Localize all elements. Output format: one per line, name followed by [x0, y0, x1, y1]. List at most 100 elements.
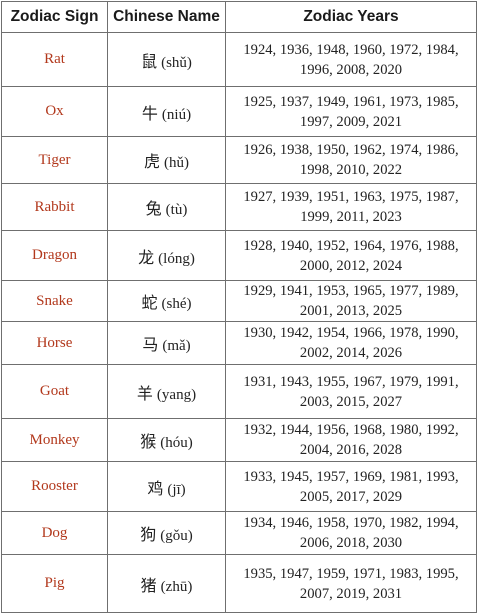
zodiac-years-cell: 1930, 1942, 1954, 1966, 1978, 1990, 2002,… — [225, 321, 477, 365]
zodiac-sign-cell: Rabbit — [1, 183, 108, 231]
header-chinese-name: Chinese Name — [107, 1, 226, 33]
chinese-name-cell: 兔 (tù) — [107, 183, 226, 231]
hanzi-character: 狗 — [140, 525, 157, 544]
zodiac-years-cell: 1929, 1941, 1953, 1965, 1977, 1989, 2001,… — [225, 280, 477, 322]
table-row: Dog 狗 (gǒu) 1934, 1946, 1958, 1970, 1982, 1… — [1, 511, 477, 555]
table-row: Ox 牛 (niú) 1925, 1937, 1949, 1961, 1973, 19… — [1, 86, 477, 137]
hanzi-character: 虎 — [143, 152, 160, 171]
years-line-1: 1935, 1947, 1959, 1971, 1983, 1995, — [243, 565, 459, 582]
years-line-2: 2004, 2016, 2028 — [299, 442, 403, 458]
zodiac-years-cell: 1935, 1947, 1959, 1971, 1983, 1995, 2007,… — [225, 554, 477, 613]
zodiac-sign-cell: Dog — [1, 511, 108, 555]
table-body: Rat 鼠 (shǔ) 1924, 1936, 1948, 1960, 1972, 1… — [1, 32, 477, 613]
pinyin-text: (jī) — [167, 481, 186, 498]
table-row: Goat 羊 (yang) 1931, 1943, 1955, 1967, 1979,… — [1, 364, 477, 419]
hanzi-character: 羊 — [136, 383, 153, 403]
zodiac-sign-cell: Pig — [1, 554, 108, 613]
years-line-2: 2002, 2014, 2026 — [299, 345, 403, 361]
years-line-1: 1931, 1943, 1955, 1967, 1979, 1991, — [243, 373, 459, 390]
years-line-2: 2003, 2015, 2027 — [299, 393, 403, 410]
zodiac-sign-cell: Horse — [1, 321, 108, 365]
chinese-name-cell: 羊 (yang) — [107, 364, 226, 419]
zodiac-years-cell: 1928, 1940, 1952, 1964, 1976, 1988, 2000,… — [225, 230, 477, 281]
years-line-1: 1927, 1939, 1951, 1963, 1975, 1987, — [243, 189, 459, 205]
years-line-2: 1997, 2009, 2021 — [299, 113, 403, 130]
pinyin-text: (zhū) — [160, 578, 193, 595]
years-line-2: 2005, 2017, 2029 — [299, 488, 403, 505]
years-line-1: 1930, 1942, 1954, 1966, 1978, 1990, — [243, 325, 459, 341]
chinese-name-cell: 牛 (niú) — [107, 86, 226, 137]
header-zodiac-sign: Zodiac Sign — [1, 1, 108, 33]
zodiac-sign-cell: Dragon — [1, 230, 108, 281]
years-line-2: 2000, 2012, 2024 — [299, 257, 403, 274]
chinese-name-cell: 猪 (zhū) — [107, 554, 226, 613]
hanzi-character: 马 — [142, 335, 159, 354]
table-row: Tiger 虎 (hǔ) 1926, 1938, 1950, 1962, 1974, … — [1, 136, 477, 184]
hanzi-character: 猴 — [140, 432, 157, 451]
zodiac-years-cell: 1927, 1939, 1951, 1963, 1975, 1987, 1999,… — [225, 183, 477, 231]
chinese-name-cell: 龙 (lóng) — [107, 230, 226, 281]
zodiac-sign-cell: Goat — [1, 364, 108, 419]
hanzi-character: 龙 — [138, 247, 155, 267]
years-line-2: 2006, 2018, 2030 — [299, 535, 403, 551]
years-line-1: 1925, 1937, 1949, 1961, 1973, 1985, — [243, 93, 459, 110]
years-line-2: 1999, 2011, 2023 — [300, 209, 402, 225]
table-row: Rabbit 兔 (tù) 1927, 1939, 1951, 1963, 1975,… — [1, 183, 477, 231]
table-row: Pig 猪 (zhū) 1935, 1947, 1959, 1971, 1983, 1… — [1, 554, 477, 613]
pinyin-text: (mǎ) — [162, 338, 191, 354]
table-row: Rat 鼠 (shǔ) 1924, 1936, 1948, 1960, 1972, 1… — [1, 32, 477, 87]
zodiac-years-cell: 1932, 1944, 1956, 1968, 1980, 1992, 2004,… — [225, 418, 477, 462]
zodiac-years-cell: 1933, 1945, 1957, 1969, 1981, 1993, 2005,… — [225, 461, 477, 512]
pinyin-text: (lóng) — [158, 250, 195, 267]
zodiac-years-cell: 1926, 1938, 1950, 1962, 1974, 1986, 1998,… — [225, 136, 477, 184]
chinese-name-cell: 马 (mǎ) — [107, 321, 226, 365]
zodiac-years-cell: 1925, 1937, 1949, 1961, 1973, 1985, 1997,… — [225, 86, 477, 137]
pinyin-text: (gǒu) — [160, 528, 193, 544]
zodiac-sign-cell: Monkey — [1, 418, 108, 462]
pinyin-text: (shǔ) — [161, 54, 192, 71]
zodiac-sign-cell: Tiger — [1, 136, 108, 184]
header-row: Zodiac Sign Chinese Name Zodiac Years — [1, 1, 477, 33]
pinyin-text: (tù) — [165, 202, 188, 218]
zodiac-years-cell: 1924, 1936, 1948, 1960, 1972, 1984, 1996,… — [225, 32, 477, 87]
pinyin-text: (yang) — [156, 386, 197, 403]
zodiac-sign-cell: Ox — [1, 86, 108, 137]
years-line-1: 1929, 1941, 1953, 1965, 1977, 1989, — [243, 283, 459, 299]
header-zodiac-years: Zodiac Years — [225, 1, 477, 33]
years-line-1: 1933, 1945, 1957, 1969, 1981, 1993, — [243, 468, 459, 485]
pinyin-text: (shé) — [161, 296, 192, 312]
chinese-name-cell: 鸡 (jī) — [107, 461, 226, 512]
table-row: Snake 蛇 (shé) 1929, 1941, 1953, 1965, 1977,… — [1, 280, 477, 322]
chinese-name-cell: 虎 (hǔ) — [107, 136, 226, 184]
years-line-2: 2001, 2013, 2025 — [299, 303, 403, 319]
zodiac-years-cell: 1931, 1943, 1955, 1967, 1979, 1991, 2003,… — [225, 364, 477, 419]
pinyin-text: (hóu) — [160, 435, 193, 451]
hanzi-character: 鸡 — [147, 478, 164, 498]
years-line-1: 1924, 1936, 1948, 1960, 1972, 1984, — [243, 41, 459, 58]
table-row: Horse 马 (mǎ) 1930, 1942, 1954, 1966, 1978, … — [1, 321, 477, 365]
chinese-name-cell: 狗 (gǒu) — [107, 511, 226, 555]
zodiac-years-cell: 1934, 1946, 1958, 1970, 1982, 1994, 2006,… — [225, 511, 477, 555]
years-line-1: 1928, 1940, 1952, 1964, 1976, 1988, — [243, 237, 459, 254]
chinese-name-cell: 猴 (hóu) — [107, 418, 226, 462]
zodiac-sign-cell: Rat — [1, 32, 108, 87]
hanzi-character: 牛 — [141, 103, 158, 123]
pinyin-text: (hǔ) — [164, 155, 189, 171]
hanzi-character: 兔 — [145, 199, 162, 218]
years-line-1: 1934, 1946, 1958, 1970, 1982, 1994, — [243, 515, 459, 531]
table-row: Dragon 龙 (lóng) 1928, 1940, 1952, 1964, 197… — [1, 230, 477, 281]
hanzi-character: 鼠 — [141, 51, 158, 71]
years-line-2: 1998, 2010, 2022 — [299, 162, 403, 178]
hanzi-character: 蛇 — [141, 293, 158, 312]
years-line-2: 2007, 2019, 2031 — [299, 585, 403, 602]
years-line-2: 1996, 2008, 2020 — [299, 61, 403, 78]
years-line-1: 1926, 1938, 1950, 1962, 1974, 1986, — [243, 142, 459, 158]
hanzi-character: 猪 — [140, 575, 157, 595]
years-line-1: 1932, 1944, 1956, 1968, 1980, 1992, — [243, 422, 459, 438]
zodiac-sign-cell: Rooster — [1, 461, 108, 512]
chinese-name-cell: 蛇 (shé) — [107, 280, 226, 322]
zodiac-sign-cell: Snake — [1, 280, 108, 322]
pinyin-text: (niú) — [161, 106, 192, 123]
table-row: Rooster 鸡 (jī) 1933, 1945, 1957, 1969, 1981… — [1, 461, 477, 512]
